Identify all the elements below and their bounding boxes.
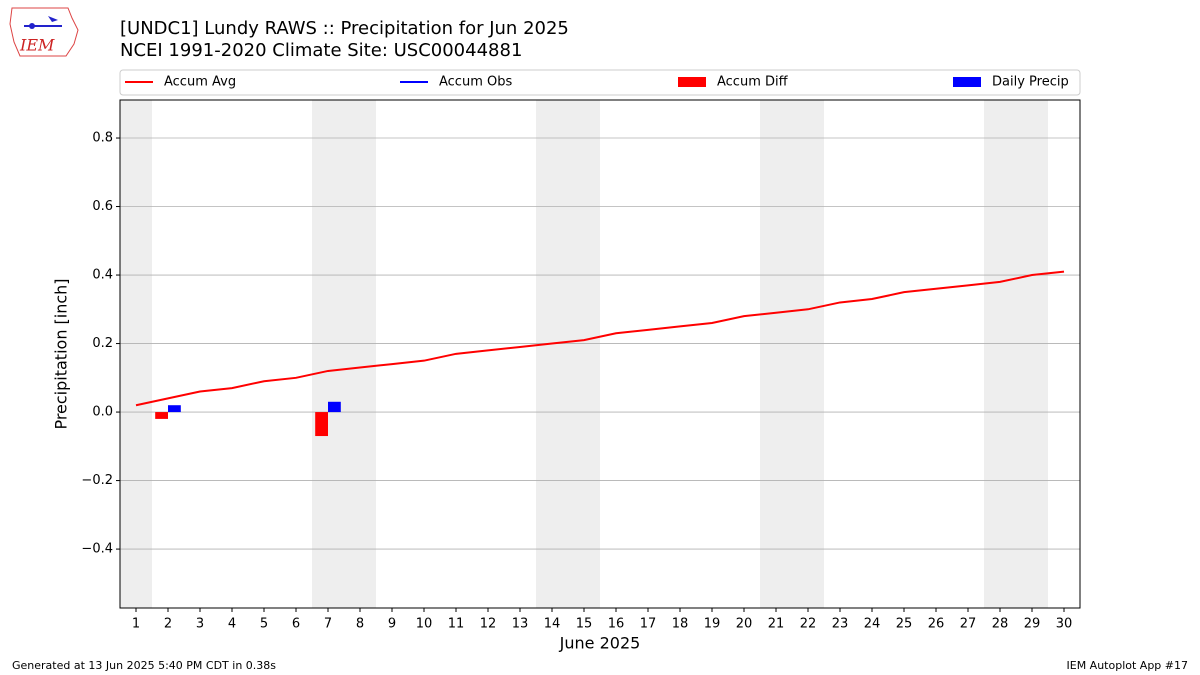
- y-axis-label: Precipitation [inch]: [52, 278, 71, 429]
- bar: [315, 412, 328, 437]
- weekend-shade: [760, 100, 824, 608]
- footer-left: Generated at 13 Jun 2025 5:40 PM CDT in …: [12, 659, 276, 672]
- x-tick-label: 7: [324, 617, 332, 632]
- y-tick-label: 0.6: [92, 199, 113, 214]
- x-tick-label: 1: [132, 617, 140, 632]
- chart-title: [UNDC1] Lundy RAWS :: Precipitation for …: [120, 18, 569, 39]
- footer-right: IEM Autoplot App #17: [1067, 659, 1189, 672]
- legend-swatch: [953, 77, 981, 87]
- y-tick-label: 0.2: [92, 336, 113, 351]
- x-tick-label: 23: [832, 617, 849, 632]
- weekend-shade: [120, 100, 152, 608]
- x-tick-label: 24: [864, 617, 881, 632]
- x-axis-label: June 2025: [559, 634, 641, 653]
- legend-label: Accum Diff: [717, 75, 789, 90]
- bar: [155, 412, 168, 419]
- plot-frame: [119, 99, 1081, 609]
- x-tick-label: 4: [228, 617, 236, 632]
- weekend-shade: [312, 100, 376, 608]
- line-series: [135, 270, 1065, 407]
- weekend-shade: [536, 100, 600, 608]
- x-tick-label: 9: [388, 617, 396, 632]
- x-tick-label: 3: [196, 617, 204, 632]
- x-tick-label: 18: [672, 617, 689, 632]
- bar: [328, 401, 341, 413]
- chart-subtitle: NCEI 1991-2020 Climate Site: USC00044881: [120, 40, 522, 61]
- legend-label: Accum Avg: [164, 75, 236, 90]
- x-tick-label: 27: [960, 617, 977, 632]
- y-tick-label: 0.4: [92, 268, 113, 283]
- x-tick-label: 21: [768, 617, 785, 632]
- bar: [168, 405, 181, 413]
- legend-swatch: [678, 77, 706, 87]
- x-tick-label: 11: [448, 617, 465, 632]
- x-tick-label: 6: [292, 617, 300, 632]
- logo: IEM: [9, 7, 79, 57]
- x-tick-label: 30: [1056, 617, 1073, 632]
- x-tick-label: 2: [164, 617, 172, 632]
- x-tick-label: 8: [356, 617, 364, 632]
- x-tick-label: 28: [992, 617, 1009, 632]
- x-tick-label: 22: [800, 617, 817, 632]
- legend-label: Accum Obs: [439, 75, 512, 90]
- x-tick-label: 17: [640, 617, 657, 632]
- x-tick-label: 19: [704, 617, 721, 632]
- y-tick-label: −0.2: [81, 473, 113, 488]
- x-tick-label: 29: [1024, 617, 1041, 632]
- x-tick-label: 16: [608, 617, 625, 632]
- x-tick-label: 10: [416, 617, 433, 632]
- x-tick-label: 13: [512, 617, 529, 632]
- legend-label: Daily Precip: [992, 75, 1069, 90]
- x-tick-label: 26: [928, 617, 945, 632]
- x-tick-label: 20: [736, 617, 753, 632]
- y-tick-label: 0.8: [92, 131, 113, 146]
- weekend-shade: [984, 100, 1048, 608]
- x-tick-label: 14: [544, 617, 561, 632]
- x-tick-label: 15: [576, 617, 593, 632]
- legend-box: [119, 69, 1081, 96]
- x-tick-label: 5: [260, 617, 268, 632]
- x-tick-label: 12: [480, 617, 497, 632]
- logo-text: IEM: [19, 36, 55, 55]
- x-tick-label: 25: [896, 617, 913, 632]
- y-tick-label: −0.4: [81, 542, 113, 557]
- y-tick-label: 0.0: [92, 405, 113, 420]
